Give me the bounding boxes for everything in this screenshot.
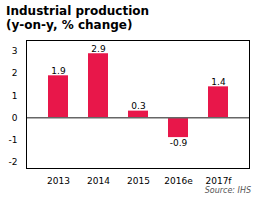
- svg-text:2017f: 2017f: [205, 176, 232, 186]
- svg-text:0: 0: [12, 113, 18, 123]
- svg-text:2.9: 2.9: [91, 44, 106, 54]
- svg-text:2015: 2015: [127, 176, 150, 186]
- html-text:Industrial production: Industrial production: [6, 4, 150, 18]
- html-text:(y-on-y, % change): (y-on-y, % change): [6, 18, 133, 32]
- svg-text:-2: -2: [9, 157, 18, 167]
- svg-text:1: 1: [12, 91, 18, 101]
- svg-text:1.4: 1.4: [211, 77, 226, 87]
- svg-text:-1: -1: [9, 135, 18, 145]
- svg-text:3: 3: [12, 46, 18, 56]
- svg-text:1.9: 1.9: [51, 66, 66, 76]
- svg-text:2014: 2014: [87, 176, 110, 186]
- html-text:Source: IHS: Source: IHS: [204, 186, 251, 195]
- svg-text:2013: 2013: [47, 176, 70, 186]
- svg-text:-0.9: -0.9: [170, 138, 188, 148]
- svg-text:2016e: 2016e: [164, 176, 193, 186]
- svg-text:2: 2: [12, 68, 18, 78]
- svg-text:0.3: 0.3: [131, 101, 145, 111]
